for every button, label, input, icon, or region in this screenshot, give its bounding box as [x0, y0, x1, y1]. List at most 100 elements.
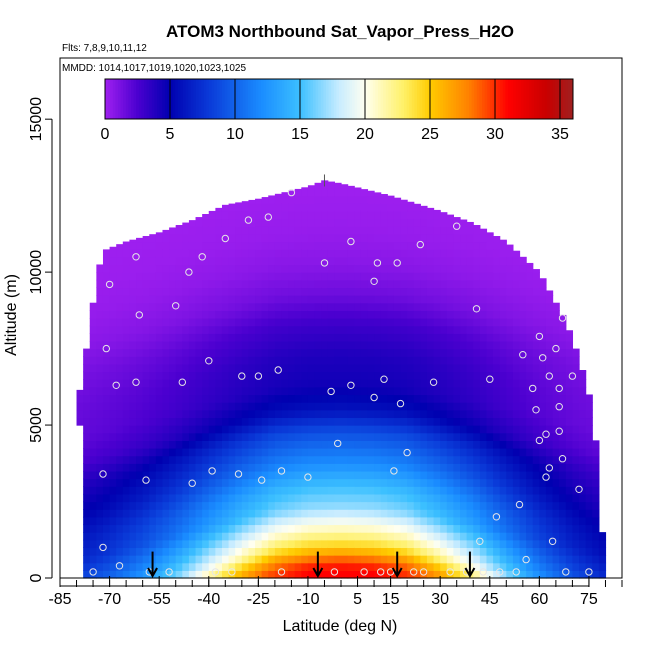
heatmap-cell: [162, 524, 170, 533]
heatmap-cell: [195, 562, 203, 571]
heatmap-cell: [420, 318, 428, 327]
heatmap-cell: [248, 333, 256, 342]
heatmap-cell: [241, 356, 250, 365]
heatmap-cell: [142, 417, 150, 426]
heatmap-cell: [169, 371, 177, 380]
heatmap-cell: [321, 478, 329, 487]
heatmap-cell: [479, 325, 488, 334]
heatmap-cell: [407, 241, 415, 250]
heatmap-cell: [89, 394, 97, 403]
heatmap-cell: [274, 547, 283, 556]
heatmap-cell: [248, 440, 256, 449]
heatmap-cell: [380, 325, 388, 334]
data-point: [277, 568, 286, 576]
heatmap-cell: [248, 302, 256, 311]
heatmap-cell: [142, 501, 150, 510]
heatmap-cell: [374, 386, 382, 396]
heatmap-cell: [208, 272, 216, 281]
data-point: [472, 305, 481, 313]
heatmap-cell: [202, 333, 210, 342]
heatmap-cell: [116, 249, 124, 258]
heatmap-cell: [314, 509, 322, 518]
colorbar-segment: [125, 79, 129, 119]
heatmap-cell: [433, 532, 441, 541]
heatmap-cell: [512, 279, 521, 289]
heatmap-cell: [407, 302, 415, 311]
colorbar-segment: [138, 79, 142, 119]
heatmap-cell: [486, 340, 494, 350]
heatmap-cell: [532, 318, 540, 327]
flight-markers-layer: [147, 174, 476, 579]
heatmap-cell: [208, 295, 216, 304]
heatmap-cell: [539, 379, 547, 388]
heatmap-cell: [552, 432, 560, 441]
heatmap-cell: [506, 333, 514, 342]
heatmap-cell: [274, 302, 283, 311]
colorbar-segment: [232, 79, 236, 119]
heatmap-cell: [400, 272, 408, 281]
colorbar-segment: [565, 79, 569, 119]
heatmap-cell: [512, 295, 521, 304]
heatmap-cell: [393, 440, 402, 449]
heatmap-cell: [202, 555, 210, 564]
heatmap-cell: [347, 310, 355, 319]
heatmap-cell: [202, 264, 210, 273]
heatmap-cell: [149, 279, 157, 289]
heatmap-cell: [202, 371, 210, 380]
heatmap-cell: [235, 402, 243, 411]
heatmap-cell: [499, 516, 507, 526]
heatmap-cell: [83, 501, 91, 510]
heatmap-cell: [473, 386, 481, 396]
colorbar-tick-label: 5: [166, 126, 175, 143]
heatmap-cell: [195, 394, 203, 403]
heatmap-cell: [532, 570, 540, 579]
heatmap-cell: [288, 394, 296, 403]
colorbar-segment: [367, 79, 371, 119]
heatmap-cell: [426, 218, 435, 227]
heatmap-cell: [479, 302, 488, 311]
heatmap-cell: [539, 287, 547, 296]
heatmap-cell: [506, 455, 514, 464]
heatmap-cell: [360, 210, 369, 220]
heatmap-cell: [420, 233, 428, 243]
heatmap-cell: [526, 402, 534, 411]
heatmap-cell: [281, 192, 289, 197]
heatmap-cell: [142, 302, 150, 311]
heatmap-cell: [215, 501, 223, 510]
heatmap-cell: [400, 287, 408, 296]
heatmap-cell: [248, 348, 256, 357]
heatmap-cell: [235, 233, 243, 243]
heatmap-cell: [552, 379, 560, 388]
heatmap-cell: [301, 195, 309, 204]
heatmap-cell: [354, 547, 362, 556]
heatmap-cell: [301, 333, 309, 342]
heatmap-cell: [228, 333, 236, 342]
heatmap-cell: [149, 516, 157, 526]
heatmap-cell: [268, 233, 276, 243]
heatmap-cell: [460, 417, 468, 426]
heatmap-cell: [235, 302, 243, 311]
heatmap-cell: [393, 501, 402, 510]
heatmap-cell: [195, 249, 203, 258]
heatmap-cell: [367, 295, 375, 304]
heatmap-cell: [565, 409, 574, 419]
heatmap-cell: [321, 532, 329, 541]
heatmap-cell: [367, 432, 375, 441]
heatmap-cell: [255, 318, 263, 327]
heatmap-cell: [268, 402, 276, 411]
heatmap-cell: [136, 501, 144, 510]
heatmap-cell: [182, 463, 190, 472]
heatmap-cell: [460, 302, 468, 311]
heatmap-cell: [268, 425, 276, 434]
heatmap-cell: [182, 233, 190, 243]
colorbar-segment: [359, 79, 363, 119]
heatmap-cell: [598, 570, 607, 579]
heatmap-cell: [129, 371, 137, 380]
heatmap-cell: [598, 562, 607, 571]
heatmap-cell: [519, 333, 527, 342]
colorbar-segment: [435, 79, 439, 119]
heatmap-cell: [268, 363, 276, 373]
heatmap-cell: [241, 402, 250, 411]
heatmap-cell: [96, 302, 104, 311]
heatmap-cell: [499, 363, 507, 373]
